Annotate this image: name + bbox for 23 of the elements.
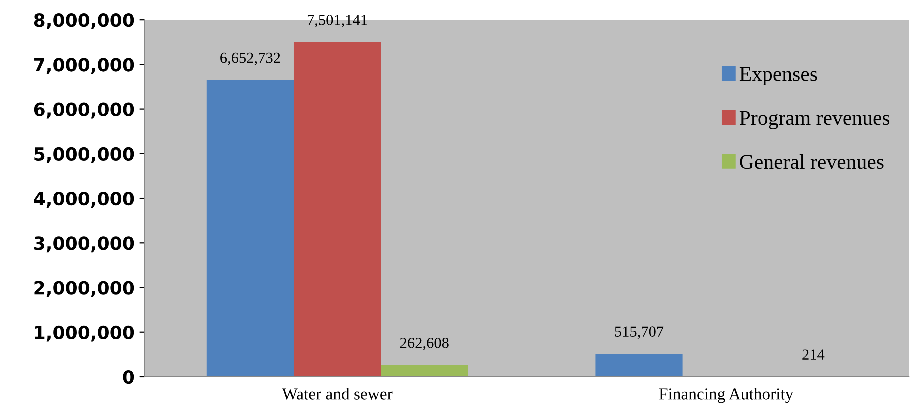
bar xyxy=(294,42,382,377)
y-tick-label: 6,000,000 xyxy=(34,102,134,119)
y-tick-label: 7,000,000 xyxy=(34,58,134,74)
data-label: 214 xyxy=(802,350,825,360)
y-tick-label: 2,000,000 xyxy=(34,281,134,298)
y-tick-label: 5,000,000 xyxy=(34,147,134,164)
bar xyxy=(381,365,468,377)
legend-label: General revenues xyxy=(740,154,884,170)
y-tick-label: 8,000,000 xyxy=(34,14,134,30)
x-tick-label: Financing Authority xyxy=(659,388,794,404)
y-tick-label: 1,000,000 xyxy=(35,326,134,342)
data-label: 515,707 xyxy=(615,326,664,340)
y-tick-label: 3,000,000 xyxy=(34,236,134,253)
data-label: 6,652,732 xyxy=(220,52,280,66)
x-tick-label: Water and sewer xyxy=(282,388,393,400)
data-label: 262,608 xyxy=(400,338,449,350)
bar xyxy=(206,80,294,377)
y-tick-label: 0 xyxy=(123,370,134,384)
data-label: 7,501,141 xyxy=(308,15,368,28)
y-tick-label: 4,000,000 xyxy=(34,192,134,208)
bar xyxy=(596,354,683,377)
legend-label: Expenses xyxy=(740,67,818,86)
legend-label: Program revenues xyxy=(740,111,890,130)
